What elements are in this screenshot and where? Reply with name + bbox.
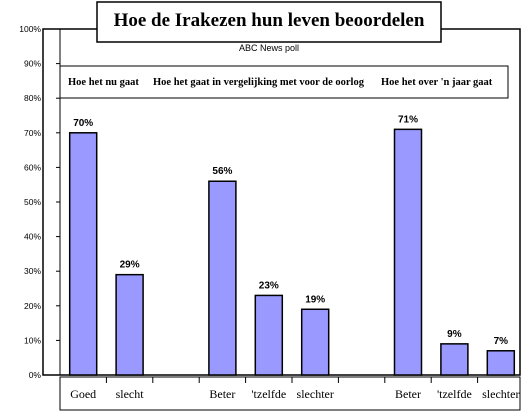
group-header-2: Hoe het gaat in vergelijking met voor de…	[153, 77, 365, 88]
title-box	[96, 1, 442, 43]
data-label: 19%	[305, 294, 325, 305]
x-tick-label: slechter	[482, 387, 519, 401]
bar	[300, 308, 330, 376]
y-tick-label: 60%	[24, 162, 41, 172]
y-tick-label: 80%	[24, 93, 41, 103]
y-tick-label: 100%	[19, 24, 41, 34]
value-labels: 70% 29% 56% 23% 19% 71% 9% 7%	[73, 114, 508, 346]
x-tick-label: 'tzelfde	[437, 387, 472, 401]
y-axis: 0% 10% 20% 30% 40% 50% 60% 70% 80% 90% 100%	[19, 24, 520, 380]
x-labels: Goed slecht Beter 'tzelfde slechter Beter 'tze…	[70, 377, 519, 401]
group-header-box	[59, 65, 509, 99]
data-label: 71%	[398, 114, 418, 125]
group-header-3: Hoe het over 'n jaar gaat	[381, 77, 493, 88]
data-label: 7%	[494, 336, 509, 347]
x-tick-label: Beter	[209, 387, 235, 401]
data-label: 23%	[259, 280, 279, 291]
chart-title: Hoe de Irakezen hun leven beoordelen	[114, 10, 425, 31]
y-tick-label: 30%	[24, 266, 41, 276]
x-tick-label: Goed	[70, 387, 96, 401]
data-label: 70%	[73, 118, 93, 129]
data-label: 29%	[120, 260, 140, 271]
y-tick-label: 40%	[24, 232, 41, 242]
y-tick-label: 90%	[24, 59, 41, 69]
bar	[254, 294, 284, 376]
y-tick-label: 20%	[24, 301, 41, 311]
bar	[68, 132, 98, 376]
bar	[486, 350, 516, 376]
y-tick-label: 70%	[24, 128, 41, 138]
x-tick-label: slechter	[297, 387, 334, 401]
data-label: 56%	[212, 166, 232, 177]
x-tick-label: slecht	[116, 387, 145, 401]
bars	[68, 128, 516, 376]
x-tick-label: 'tzelfde	[251, 387, 286, 401]
bar	[115, 273, 144, 376]
x-tick-label: Beter	[395, 387, 421, 401]
data-label: 9%	[447, 329, 462, 340]
bar	[440, 343, 469, 376]
category-axis-box	[59, 376, 521, 411]
chart-subtitle: ABC News poll	[239, 43, 299, 53]
y-tick-label: 10%	[24, 335, 41, 345]
bar	[393, 128, 423, 376]
group-header-1: Hoe het nu gaat	[68, 77, 139, 88]
y-tick-label: 0%	[29, 370, 42, 380]
y-tick-label: 50%	[24, 197, 41, 207]
bar	[208, 180, 237, 376]
